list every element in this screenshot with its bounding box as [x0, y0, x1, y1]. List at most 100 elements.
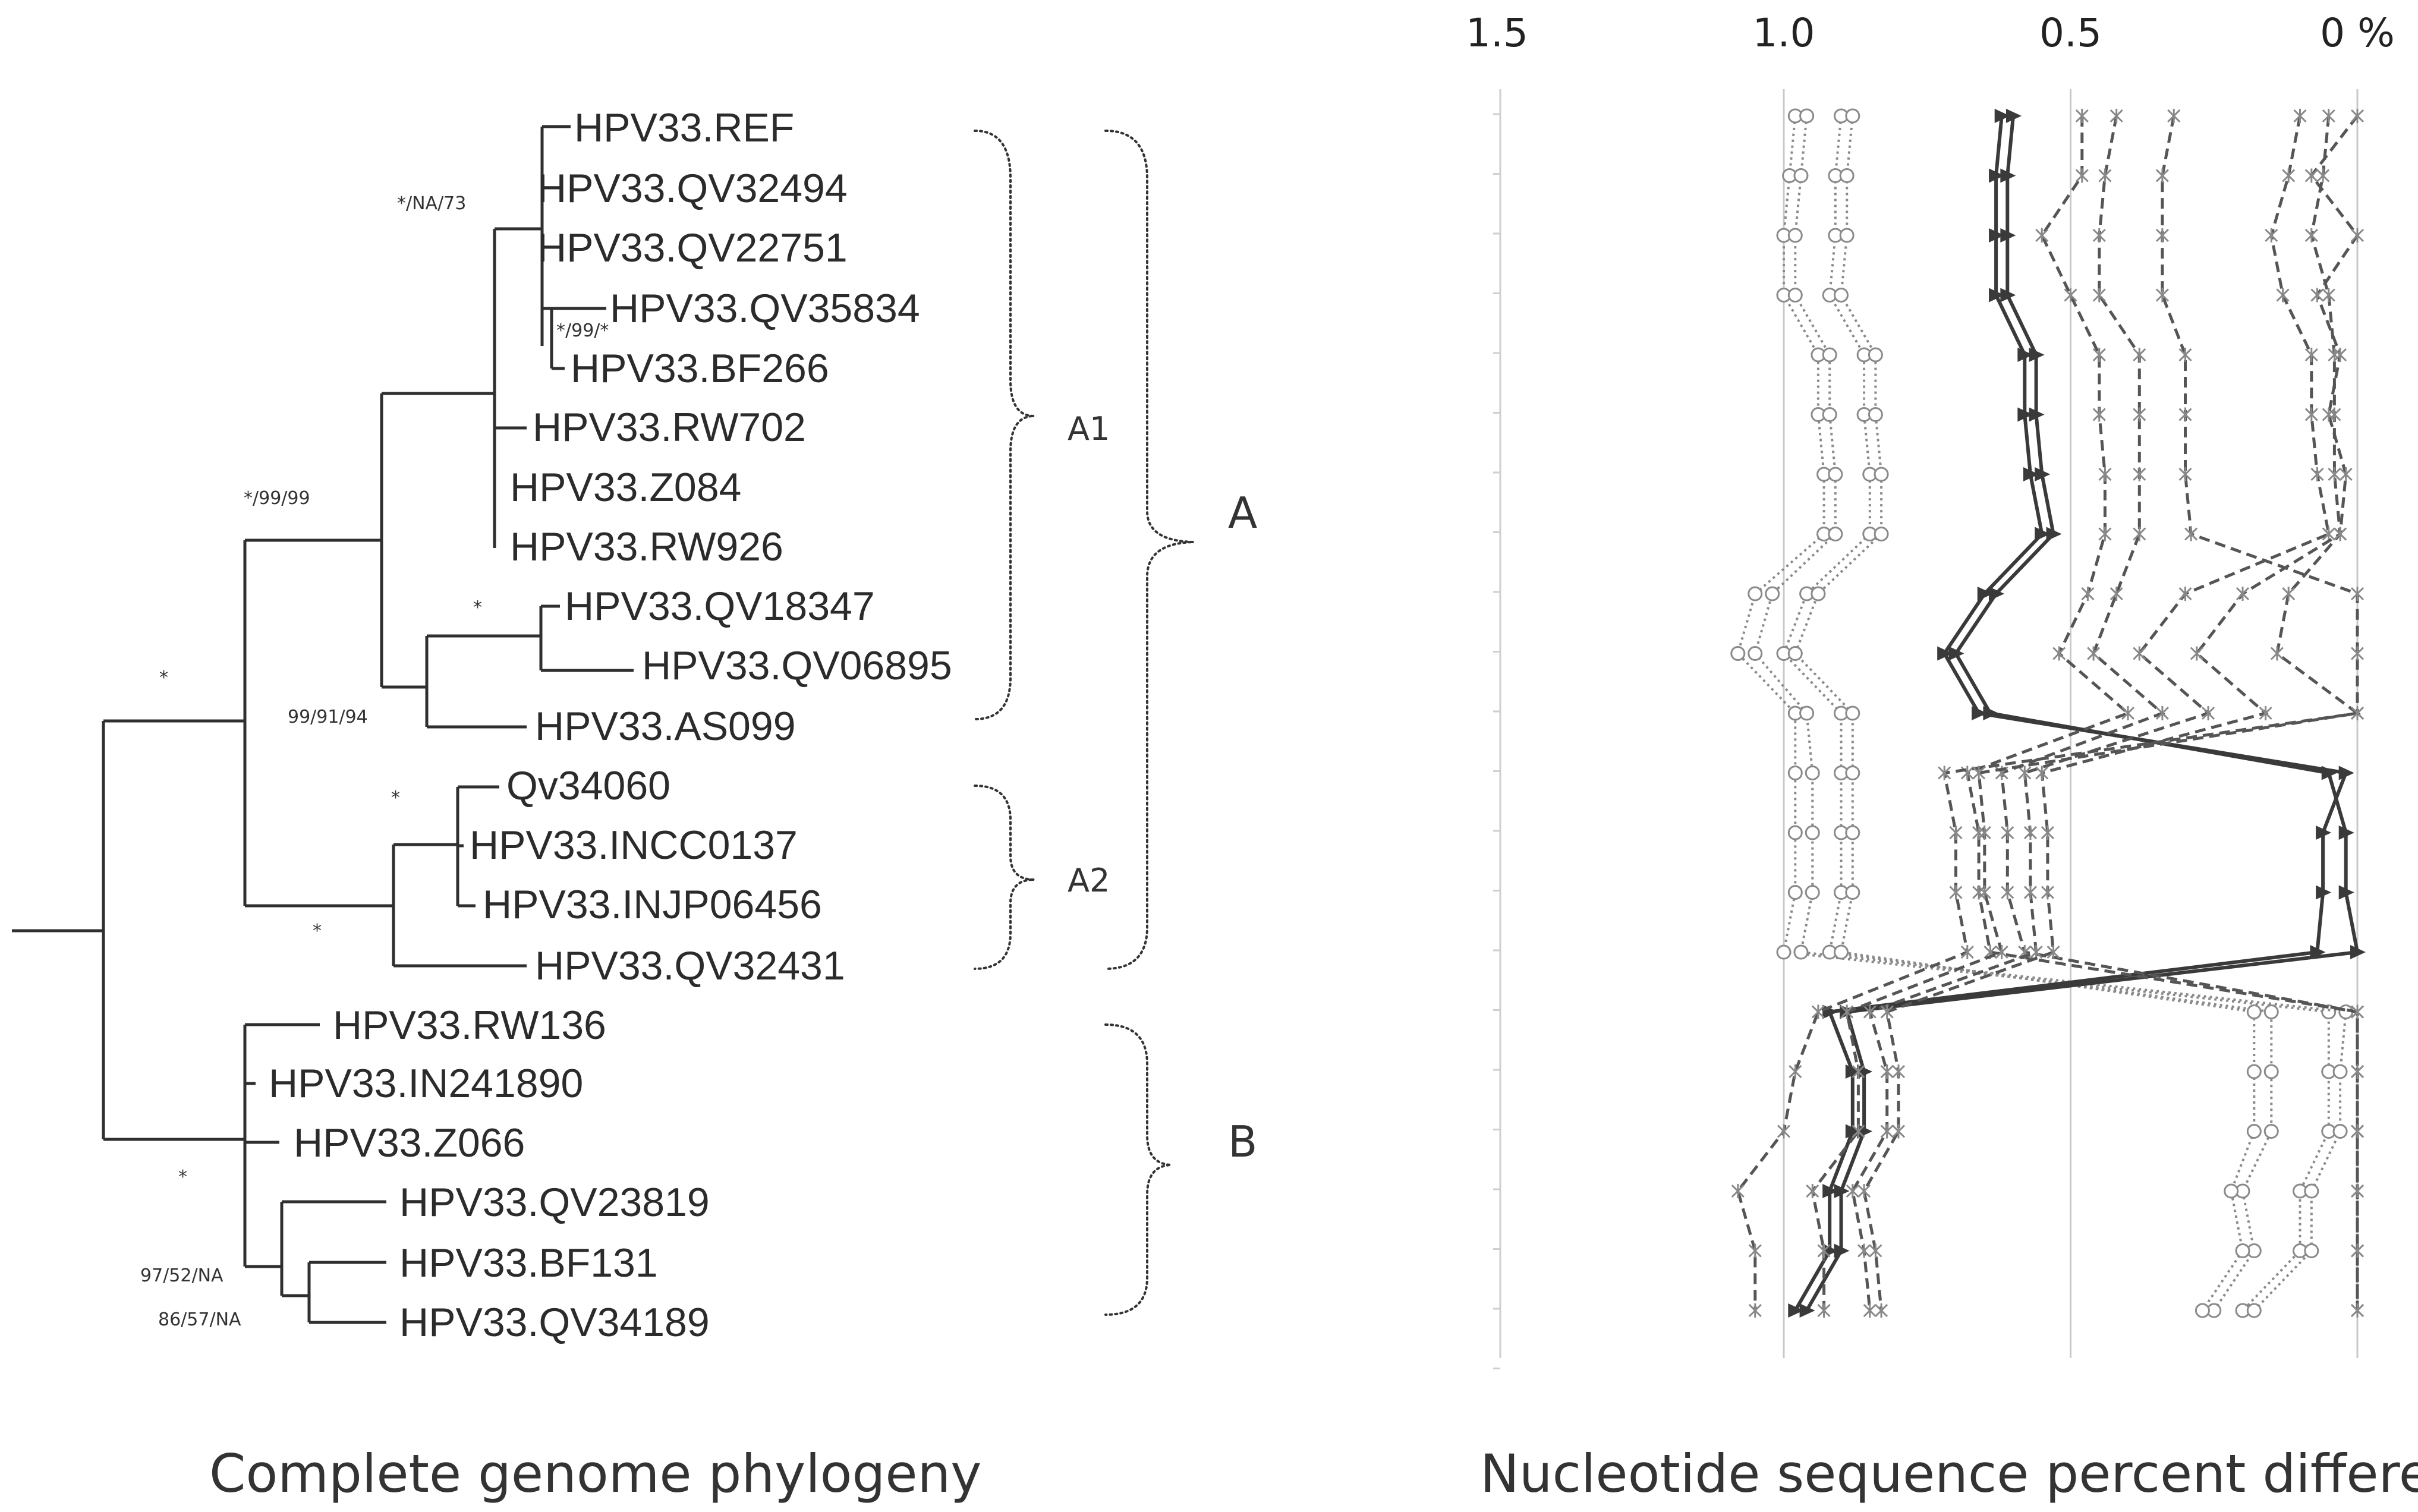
data-point	[2035, 527, 2051, 541]
data-point	[1839, 168, 1855, 183]
data-point	[1822, 1184, 1838, 1198]
data-point	[1817, 1243, 1831, 1258]
data-point	[1834, 944, 1849, 960]
data-point	[2322, 288, 2335, 303]
data-point	[1960, 766, 1974, 780]
data-point	[2304, 1243, 2319, 1258]
data-point	[2017, 407, 2033, 422]
data-point	[2270, 646, 2284, 661]
data-point	[1869, 1243, 1882, 1258]
data-point	[2304, 228, 2318, 242]
data-point	[2321, 766, 2337, 780]
data-point	[2155, 168, 2169, 183]
data-point	[1828, 527, 1843, 541]
data-point	[2133, 646, 2146, 661]
taxon-label: HPV33.QV34189	[399, 1300, 710, 1345]
data-point	[1811, 1004, 1825, 1019]
data-point	[2017, 348, 2033, 362]
data-point	[2110, 109, 2123, 123]
data-point	[2322, 527, 2335, 541]
data-point	[1863, 1004, 1877, 1019]
data-point	[1806, 1184, 1819, 1198]
taxon-label: HPV33.IN241890	[269, 1061, 583, 1106]
data-point	[2047, 945, 2060, 959]
taxon-label: HPV33.REF	[574, 105, 794, 150]
data-point	[2322, 407, 2335, 422]
taxon-label: HPV33.INCC0137	[470, 823, 798, 868]
data-point	[2304, 348, 2318, 362]
data-point	[1793, 944, 1809, 960]
data-point	[2350, 1303, 2365, 1318]
data-point	[2081, 587, 2095, 601]
data-point	[2064, 288, 2077, 303]
data-point	[1995, 945, 2008, 959]
taxon-label: HPV33.QV35834	[610, 286, 920, 331]
bracket-a2	[974, 785, 1035, 970]
data-point	[1787, 766, 1803, 780]
data-point	[2338, 885, 2354, 900]
x-tick-label: 1.5	[1466, 10, 1528, 56]
data-point	[2350, 587, 2365, 601]
support-value: */99/*	[556, 320, 609, 341]
data-point	[1787, 646, 1803, 661]
data-point	[2322, 109, 2335, 123]
data-point	[2035, 766, 2049, 780]
data-point	[2190, 646, 2203, 661]
data-point	[1857, 1243, 1871, 1258]
data-point	[1880, 1124, 1894, 1139]
data-point	[2023, 885, 2038, 900]
x-axis-label: Nucleotide sequence percent different	[1480, 1443, 2418, 1504]
data-point	[1776, 944, 1792, 960]
data-point	[1787, 885, 1803, 900]
data-point	[2023, 826, 2038, 840]
data-point	[1787, 288, 1803, 303]
data-point	[2246, 1303, 2262, 1318]
data-point	[2246, 1124, 2262, 1139]
data-point	[1805, 766, 1820, 780]
data-point	[1731, 1184, 1745, 1198]
data-point	[1828, 467, 1843, 482]
series-line	[1736, 115, 2330, 1312]
data-point	[1822, 407, 1837, 422]
series	[1748, 108, 2354, 1318]
series	[1846, 109, 2335, 1318]
support-value: */99/99	[244, 488, 310, 509]
support-value: *	[473, 597, 482, 618]
data-point	[2023, 467, 2039, 481]
clade-label-b: B	[1228, 1117, 1257, 1167]
phylogenetic-tree: HPV33.REF HPV33.QV32494 HPV33.QV22751 HP…	[12, 105, 952, 1345]
data-point	[2304, 1183, 2319, 1199]
data-point	[1799, 1303, 1815, 1318]
data-point	[1777, 1124, 1791, 1139]
data-point	[1978, 826, 1991, 840]
data-point	[2246, 1004, 2262, 1019]
data-point	[2178, 587, 2192, 601]
x-tick-label: 0.5	[2039, 10, 2102, 56]
data-point	[1787, 825, 1803, 840]
taxon-label: HPV33.QV06895	[642, 643, 952, 688]
data-point	[1874, 527, 1889, 541]
data-point	[1989, 168, 2005, 183]
taxon-label: Qv34060	[506, 763, 670, 808]
data-point	[2236, 587, 2250, 601]
data-point	[2092, 407, 2106, 422]
data-point	[2263, 1064, 2279, 1079]
bracket-b	[1104, 1023, 1172, 1316]
data-point	[1989, 587, 2005, 601]
data-point	[2259, 706, 2272, 720]
taxon-label: HPV33.RW136	[333, 1003, 606, 1048]
series	[1806, 109, 2365, 1318]
taxon-label: HPV33.QV32494	[537, 166, 848, 211]
data-point	[2195, 1303, 2210, 1318]
tree-caption: Complete genome phylogeny	[209, 1443, 981, 1504]
data-point	[2092, 348, 2106, 362]
support-value: */NA/73	[397, 193, 466, 214]
data-point	[2098, 527, 2112, 541]
data-point	[1805, 825, 1820, 840]
data-point	[2035, 467, 2051, 481]
data-point	[2350, 646, 2365, 661]
x-tick-label: 1.0	[1753, 10, 1815, 56]
data-point	[1874, 1303, 1888, 1318]
data-point	[2087, 646, 2101, 661]
